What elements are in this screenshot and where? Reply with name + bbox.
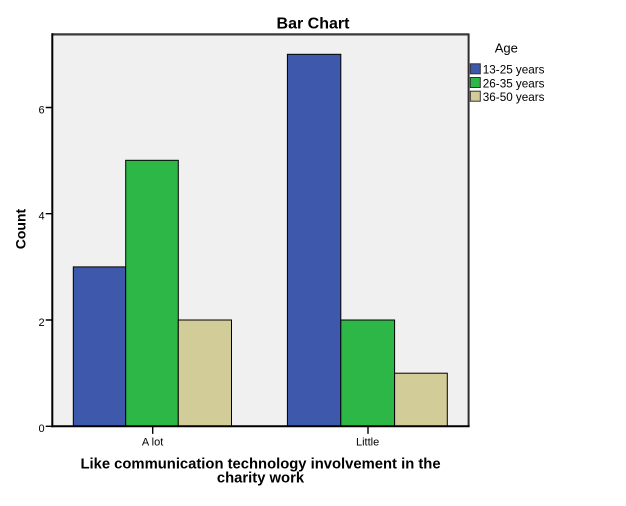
svg-text:Age: Age [495,40,518,55]
svg-text:26-35 years: 26-35 years [483,77,545,90]
svg-text:0: 0 [38,423,44,435]
svg-text:6: 6 [38,104,44,116]
svg-text:A lot: A lot [142,436,163,448]
svg-text:Bar Chart: Bar Chart [277,16,351,33]
svg-text:36-50 years: 36-50 years [483,91,545,104]
svg-text:Like communication technology: Like communication technology involvemen… [80,457,440,473]
svg-text:4: 4 [38,211,44,223]
svg-text:2: 2 [38,317,44,329]
svg-text:Count: Count [12,208,28,249]
svg-text:charity work: charity work [217,471,305,487]
svg-text:13-25 years: 13-25 years [483,64,545,77]
svg-text:Little: Little [356,436,379,448]
